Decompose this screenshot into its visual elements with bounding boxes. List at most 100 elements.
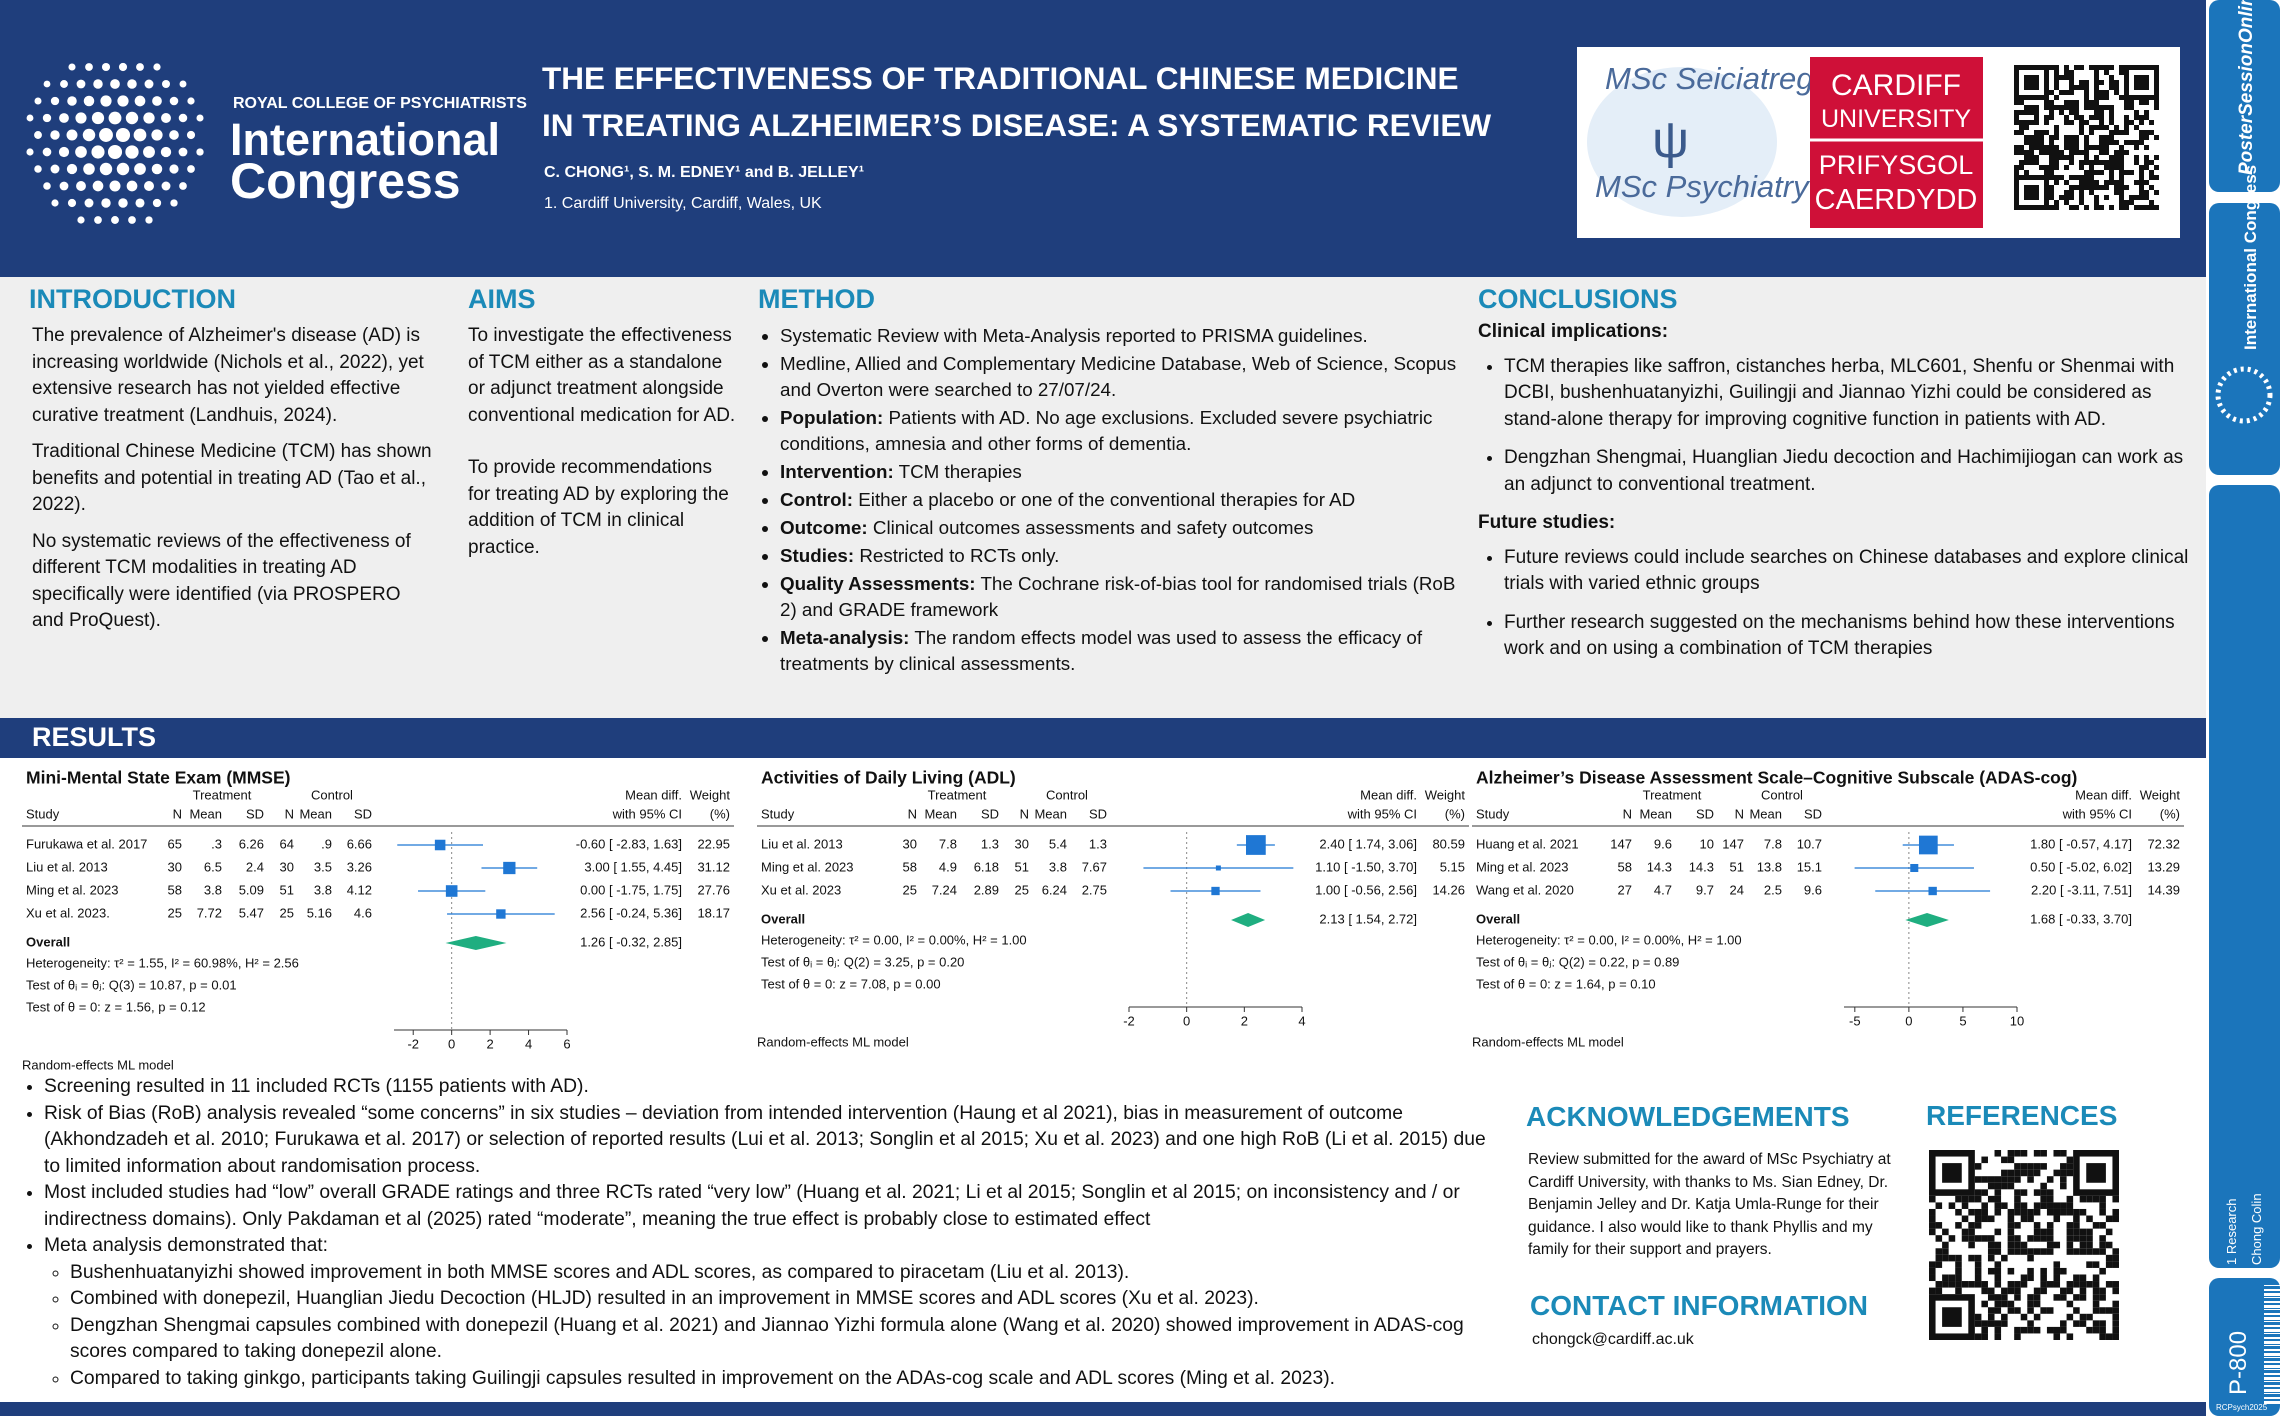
qr-cell: [1935, 1202, 1943, 1209]
qr-cell: [2069, 80, 2074, 85]
qr-cell: [1974, 1320, 1982, 1327]
logo-dot: [179, 182, 187, 190]
qr-cell: [2049, 65, 2054, 70]
qr-cell: [2064, 145, 2069, 150]
qr-cell: [2059, 90, 2064, 95]
qr-cell: [1935, 1261, 1943, 1268]
qr-cell: [2079, 1287, 2087, 1295]
qr-cell: [2099, 140, 2104, 145]
qr-cell: [1929, 1222, 1936, 1229]
qr-cell: [2114, 150, 2119, 155]
plot-text: 10: [2010, 1013, 2024, 1028]
qr-cell: [2033, 1228, 2041, 1236]
plot-text: 1.80 [ -0.57, 4.17]: [2030, 836, 2132, 851]
qr-cell: [1987, 1320, 1995, 1327]
logo-dot: [127, 79, 137, 89]
bar-line: [2264, 1297, 2280, 1298]
qr-cell: [2094, 170, 2099, 175]
ack-text: Review submitted for the award of MSc Ps…: [1528, 1151, 1891, 1258]
qr-cell: [2007, 1235, 2015, 1242]
qr-cell: [2014, 1326, 2021, 1334]
qr-cell: [2129, 120, 2134, 125]
qr-cell: [2060, 1267, 2067, 1275]
qr-cell: [2001, 1156, 2008, 1164]
plot-text: with 95% CI: [612, 806, 682, 821]
qr-cell: [2040, 1274, 2047, 1282]
qr-cell: [2139, 170, 2144, 175]
clinical-list: TCM therapies like saffron, cistanches h…: [1478, 354, 2190, 499]
qr-cell: [2092, 1261, 2100, 1268]
qr-cell: [1981, 1235, 1988, 1242]
bar-line: [2264, 1325, 2280, 1327]
plot-text: 30: [280, 859, 294, 874]
qr-cell: [2109, 115, 2114, 120]
qr-cell: [1955, 1267, 1962, 1275]
qr-cell: [2007, 1287, 2015, 1295]
qr-cell: [2074, 100, 2079, 105]
plot-text: 2.56 [ -0.24, 5.36]: [580, 905, 682, 920]
plot-text: SD: [981, 806, 999, 821]
plot-text: 30: [903, 836, 917, 851]
qr-cell: [2024, 135, 2029, 140]
bullet: Screening resulted in 11 included RCTs (…: [44, 1074, 1499, 1101]
qr-cell: [2054, 95, 2059, 100]
plot-text: 2.4: [246, 859, 264, 874]
qr-cell: [2084, 155, 2089, 160]
item-text: Patients with AD. No age exclusions. Exc…: [780, 407, 1433, 454]
qr-cell: [2073, 1235, 2080, 1242]
qr-cell: [2001, 1202, 2008, 1209]
qr-cell: [2079, 85, 2084, 90]
qr-cell: [2079, 185, 2084, 190]
bar-line: [2264, 1361, 2280, 1363]
qr-cell: [2109, 180, 2114, 185]
plot-text: (%): [710, 806, 730, 821]
method-item: Systematic Review with Meta-Analysis rep…: [780, 323, 1458, 349]
section-body: To investigate the effectiveness of TCM …: [468, 323, 736, 561]
qr-cell: [2049, 175, 2054, 180]
qr-cell: [2119, 165, 2124, 170]
plot-text: Test of θ = 0: z = 1.64, p = 0.10: [1476, 976, 1656, 991]
qr-cell: [2104, 185, 2109, 190]
qr-cell: [2033, 1150, 2041, 1157]
plot-text: Mean: [189, 806, 222, 821]
plot-text: 18.17: [697, 905, 730, 920]
qr-cell: [2034, 135, 2039, 140]
qr-cell: [2064, 70, 2069, 75]
logo-dot: [107, 144, 123, 160]
qr-finder: [2014, 65, 2049, 100]
qr-cell: [2104, 165, 2109, 170]
qr-cell: [1994, 1326, 2002, 1334]
qr-cell: [2024, 105, 2029, 110]
qr-cell: [2079, 1195, 2087, 1203]
qr-cell: [2007, 1281, 2015, 1288]
qr-cell: [2029, 110, 2034, 115]
qr-cell: [2099, 115, 2104, 120]
logo-dot: [145, 216, 153, 224]
plot-text: Weight: [2140, 787, 2181, 802]
qr-cell: [2060, 1287, 2067, 1295]
item-text: TCM therapies: [898, 461, 1022, 482]
logo-dot: [187, 97, 195, 105]
authors: C. CHONG¹, S. M. EDNEY¹ and B. JELLEY¹: [544, 164, 865, 181]
qr-cell: [2014, 170, 2019, 175]
qr-cell: [2114, 185, 2119, 190]
paragraph: To investigate the effectiveness of TCM …: [468, 325, 736, 426]
sub-bullet: Combined with donepezil, Huanglian Jiedu…: [70, 1286, 1499, 1313]
qr-cell: [2079, 160, 2084, 165]
logo-dot: [128, 216, 136, 224]
plot-text: 72.32: [2147, 836, 2180, 851]
qr-cell: [2079, 1274, 2087, 1282]
logo-dot: [76, 181, 86, 191]
qr-cell: [2105, 1261, 2113, 1268]
qr-cell: [2079, 125, 2084, 130]
plot-text: 5: [1959, 1013, 1966, 1028]
qr-cell: [2092, 1248, 2100, 1255]
logo-dot: [196, 114, 204, 122]
qr-cell: [1994, 1307, 2002, 1314]
qr-cell: [2049, 105, 2054, 110]
plot-text: (%): [1445, 806, 1465, 821]
qr-cell: [2089, 165, 2094, 170]
qr-cell: [2134, 180, 2139, 185]
qr-cell: [2094, 125, 2099, 130]
bar-line: [2264, 1289, 2280, 1291]
